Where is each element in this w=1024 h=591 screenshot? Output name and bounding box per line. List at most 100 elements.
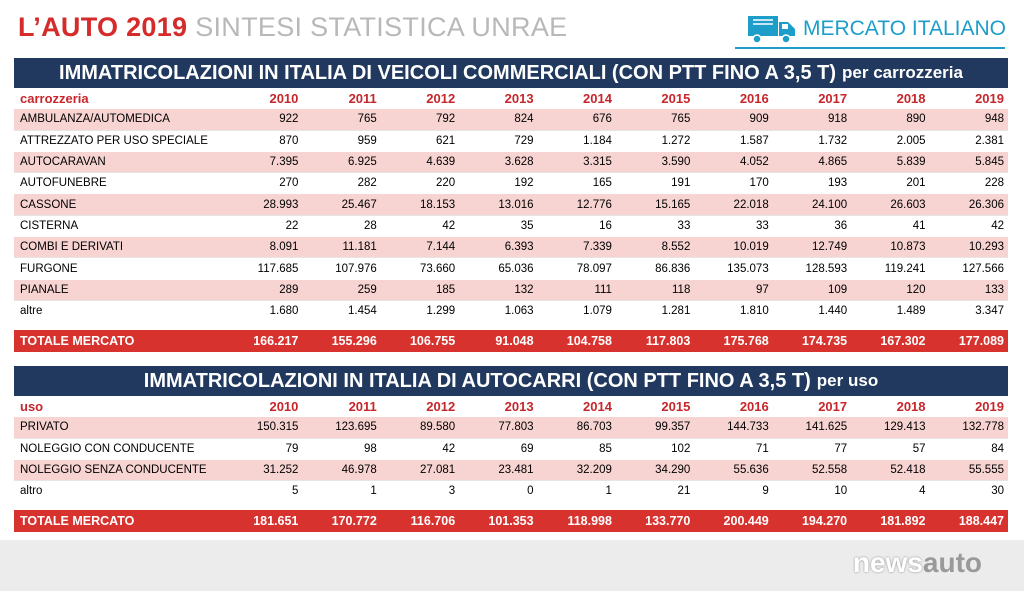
column-header-year: 2010 [269, 398, 299, 414]
table-cell: 4 [851, 480, 930, 502]
table-cell: 959 [302, 129, 381, 152]
table-cell: 86.836 [615, 257, 695, 280]
table-cell: 119.241 [851, 257, 930, 280]
table-cell: 922 [224, 108, 303, 131]
table-cell: 270 [224, 172, 303, 194]
total-cell: 200.449 [694, 510, 773, 533]
total-cell: 194.270 [772, 510, 852, 533]
column-header-year: 2011 [348, 398, 377, 414]
table-cell: 6.393 [459, 236, 538, 258]
table-cell: 170 [694, 172, 773, 194]
newsauto-logo: newsauto [853, 547, 982, 579]
table-cell: 3.347 [929, 299, 1008, 322]
brand-underline [735, 47, 1005, 49]
table-cell: 23.481 [459, 458, 538, 481]
table-cell: 1.299 [380, 299, 460, 322]
table-cell: 1.281 [615, 299, 695, 322]
truck-icon [747, 16, 795, 44]
table-cell: 228 [929, 172, 1008, 194]
total-row: TOTALE MERCATO 181.651 170.772 116.706 101.3… [14, 510, 1008, 533]
table-cell: 1.079 [537, 299, 616, 322]
table-cell: 109 [772, 278, 852, 301]
table-cell: 259 [302, 278, 381, 301]
table-cell: 1.454 [302, 299, 381, 322]
table-cell: 25.467 [302, 193, 381, 216]
table-cell: 99.357 [615, 416, 695, 439]
table-cell: 89.580 [380, 416, 460, 439]
table-row: altro 5 1 3 0 1 21 9 10 4 30 [14, 480, 1008, 502]
total-cell: 188.447 [929, 510, 1008, 533]
table-cell: 69 [459, 437, 538, 460]
table-cell: 2.381 [929, 129, 1008, 152]
table-cell: 9 [694, 480, 773, 502]
table-cell: 144.733 [694, 416, 773, 439]
table-cell: 77.803 [459, 416, 538, 439]
column-header-year: 2014 [583, 90, 612, 106]
table-cell: 150.315 [224, 416, 303, 439]
page-header: L’AUTO 2019 SINTESI STATISTICA UNRAE MER… [0, 0, 1024, 52]
table-cell: 1.184 [537, 129, 616, 152]
total-label: TOTALE MERCATO [14, 510, 224, 533]
total-cell: 116.706 [380, 510, 460, 533]
table-row: FURGONE 117.685 107.976 73.660 65.036 78.097 8… [14, 257, 1008, 280]
table-cell: 4.639 [380, 150, 460, 173]
brand-label: MERCATO ITALIANO [802, 17, 1006, 40]
table-cell: 85 [537, 437, 616, 460]
title-year: L’AUTO 2019 [18, 12, 188, 42]
table-cell: 111 [537, 278, 616, 301]
table-cell: 8.552 [615, 236, 695, 258]
table-banner: IMMATRICOLAZIONI IN ITALIA DI AUTOCARRI … [14, 366, 1008, 396]
table-cell: 97 [694, 278, 773, 301]
table-row: AUTOCARAVAN 7.395 6.925 4.639 3.628 3.315 3.59… [14, 150, 1008, 173]
table-header-row: uso 2010 2011 2012 2013 2014 2015 2016 2017 2018 2… [14, 396, 1008, 417]
table-section-carrozzeria: IMMATRICOLAZIONI IN ITALIA DI VEICOLI CO… [14, 58, 1008, 353]
table-cell: 193 [772, 172, 852, 194]
table-cell: 824 [459, 108, 538, 131]
table-cell: 1.810 [694, 299, 773, 322]
table-cell: 32.209 [537, 458, 616, 481]
table-spacer [14, 321, 1008, 330]
row-label: COMBI E DERIVATI [14, 236, 224, 258]
brand: MERCATO ITALIANO [747, 12, 1006, 46]
logo-part-news: news [852, 547, 923, 578]
table-cell: 41 [851, 214, 930, 237]
total-cell: 181.651 [224, 510, 303, 533]
table-cell: 28 [302, 214, 381, 237]
title-subtitle: SINTESI STATISTICA UNRAE [195, 12, 568, 42]
table-cell: 36 [772, 214, 852, 237]
column-header-category: carrozzeria [20, 90, 89, 106]
table-cell: 12.749 [772, 236, 852, 258]
table-cell: 7.144 [380, 236, 460, 258]
table-row: PRIVATO 150.315 123.695 89.580 77.803 86.703 9… [14, 416, 1008, 439]
table-cell: 5 [224, 480, 303, 502]
table-cell: 282 [302, 172, 381, 194]
total-cell: 170.772 [302, 510, 381, 533]
table-cell: 42 [929, 214, 1008, 237]
table-cell: 7.395 [224, 150, 303, 173]
table-title: IMMATRICOLAZIONI IN ITALIA DI AUTOCARRI … [143, 369, 811, 392]
table-row: CISTERNA 22 28 42 35 16 33 33 36 41 42 [14, 214, 1008, 237]
table-cell: 10.019 [694, 236, 773, 258]
table-cell: 127.566 [929, 257, 1008, 280]
table-cell: 33 [694, 214, 773, 237]
table-cell: 10.873 [851, 236, 930, 258]
table-cell: 129.413 [851, 416, 930, 439]
data-table: carrozzeria 2010 2011 2012 2013 2014 2015 2016 2… [14, 88, 1008, 353]
logo-part-auto: auto [922, 547, 982, 578]
table-cell: 78.097 [537, 257, 616, 280]
row-label: FURGONE [14, 257, 224, 280]
table-cell: 165 [537, 172, 616, 194]
table-row: COMBI E DERIVATI 8.091 11.181 7.144 6.393 7.3… [14, 236, 1008, 258]
table-cell: 1.272 [615, 129, 695, 152]
table-row: AUTOFUNEBRE 270 282 220 192 165 191 170 193 201 22… [14, 172, 1008, 194]
table-cell: 3 [380, 480, 460, 502]
total-cell: 104.758 [537, 330, 616, 353]
table-cell: 4.865 [772, 150, 852, 173]
spacer-cell [14, 501, 1008, 510]
total-cell: 167.302 [851, 330, 930, 353]
table-cell: 22 [224, 214, 303, 237]
table-cell: 1.680 [224, 299, 303, 322]
page: L’AUTO 2019 SINTESI STATISTICA UNRAE MER… [0, 0, 1024, 540]
table-cell: 909 [694, 108, 773, 131]
table-cell: 1.440 [772, 299, 852, 322]
